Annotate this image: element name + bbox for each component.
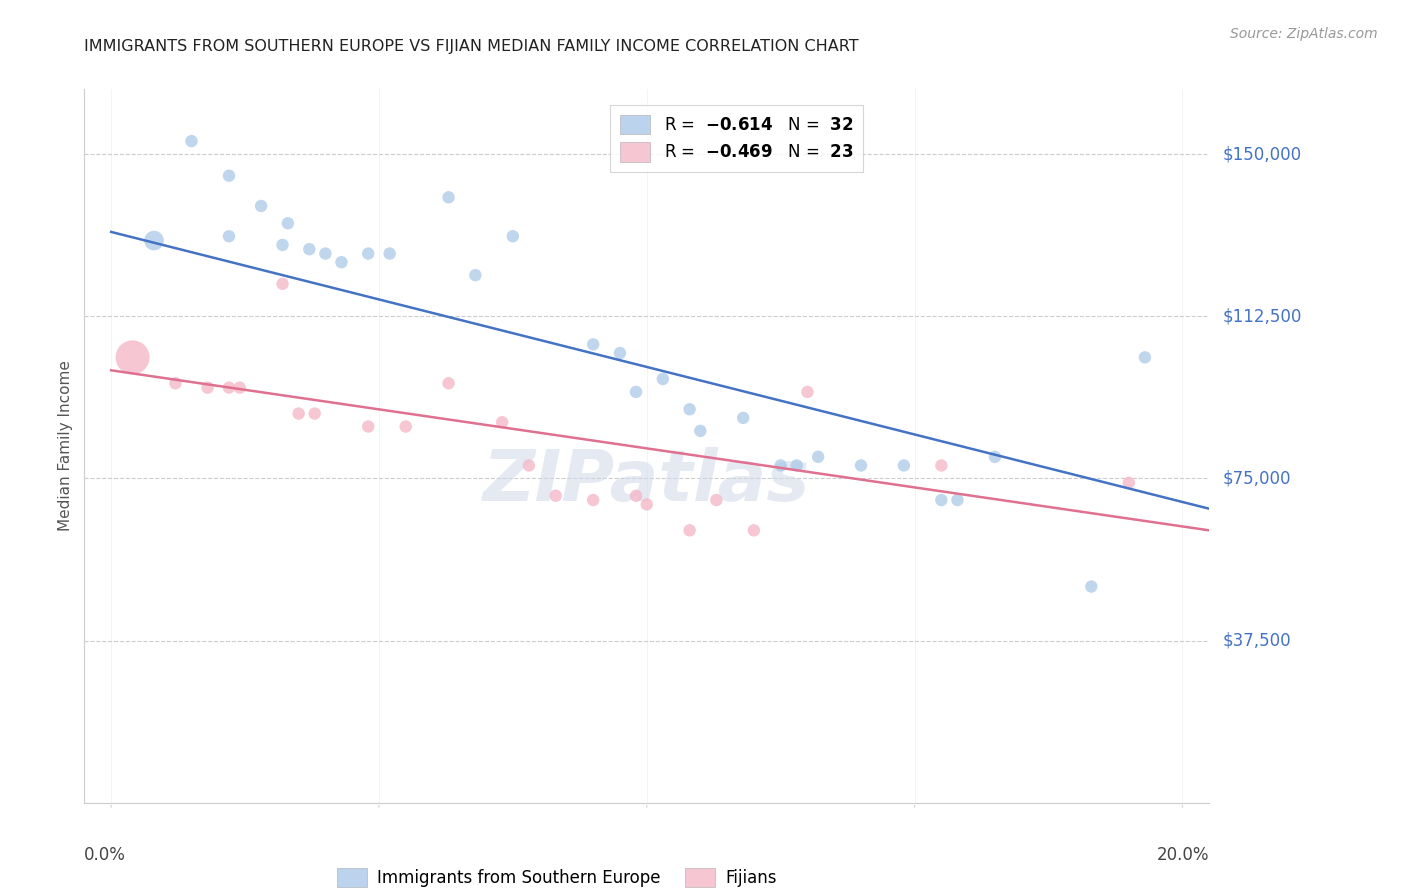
Point: [849, 458, 872, 473]
Point: [304, 407, 326, 421]
Point: [502, 229, 524, 244]
Point: [931, 458, 953, 473]
Point: [582, 337, 605, 351]
Point: [733, 410, 755, 425]
Point: [271, 238, 294, 252]
Point: [651, 372, 673, 386]
Point: [464, 268, 486, 282]
Point: [437, 376, 460, 391]
Point: [544, 489, 567, 503]
Point: [946, 493, 969, 508]
Point: [1080, 580, 1102, 594]
Point: [277, 216, 299, 230]
Point: [218, 381, 240, 395]
Text: ZIPatlas: ZIPatlas: [484, 447, 810, 516]
Point: [931, 493, 953, 508]
Point: [197, 381, 219, 395]
Point: [271, 277, 294, 291]
Point: [165, 376, 187, 391]
Point: [678, 524, 700, 538]
Point: [984, 450, 1007, 464]
Point: [314, 246, 336, 260]
Point: [143, 234, 166, 248]
Point: [624, 384, 647, 399]
Text: 20.0%: 20.0%: [1157, 846, 1209, 863]
Point: [636, 497, 658, 511]
Text: $112,500: $112,500: [1223, 307, 1302, 326]
Text: $150,000: $150,000: [1223, 145, 1302, 163]
Text: Source: ZipAtlas.com: Source: ZipAtlas.com: [1230, 27, 1378, 41]
Text: IMMIGRANTS FROM SOUTHERN EUROPE VS FIJIAN MEDIAN FAMILY INCOME CORRELATION CHART: IMMIGRANTS FROM SOUTHERN EUROPE VS FIJIA…: [84, 38, 859, 54]
Point: [769, 458, 792, 473]
Point: [218, 169, 240, 183]
Point: [742, 524, 765, 538]
Point: [218, 229, 240, 244]
Point: [796, 384, 818, 399]
Point: [807, 450, 830, 464]
Point: [517, 458, 540, 473]
Point: [121, 351, 143, 365]
Point: [287, 407, 309, 421]
Point: [437, 190, 460, 204]
Text: $37,500: $37,500: [1223, 632, 1292, 649]
Point: [395, 419, 418, 434]
Text: $75,000: $75,000: [1223, 469, 1292, 487]
Point: [378, 246, 401, 260]
Point: [1118, 475, 1140, 490]
Point: [330, 255, 353, 269]
Point: [1133, 351, 1156, 365]
Point: [180, 134, 202, 148]
Point: [786, 458, 808, 473]
Point: [609, 346, 631, 360]
Point: [357, 246, 380, 260]
Point: [678, 402, 700, 417]
Text: 0.0%: 0.0%: [84, 846, 127, 863]
Point: [357, 419, 380, 434]
Point: [893, 458, 915, 473]
Point: [624, 489, 647, 503]
Point: [582, 493, 605, 508]
Y-axis label: Median Family Income: Median Family Income: [58, 360, 73, 532]
Point: [689, 424, 711, 438]
Point: [491, 415, 513, 429]
Point: [706, 493, 728, 508]
Legend: Immigrants from Southern Europe, Fijians: Immigrants from Southern Europe, Fijians: [330, 861, 783, 892]
Point: [228, 381, 250, 395]
Point: [250, 199, 273, 213]
Point: [298, 242, 321, 256]
